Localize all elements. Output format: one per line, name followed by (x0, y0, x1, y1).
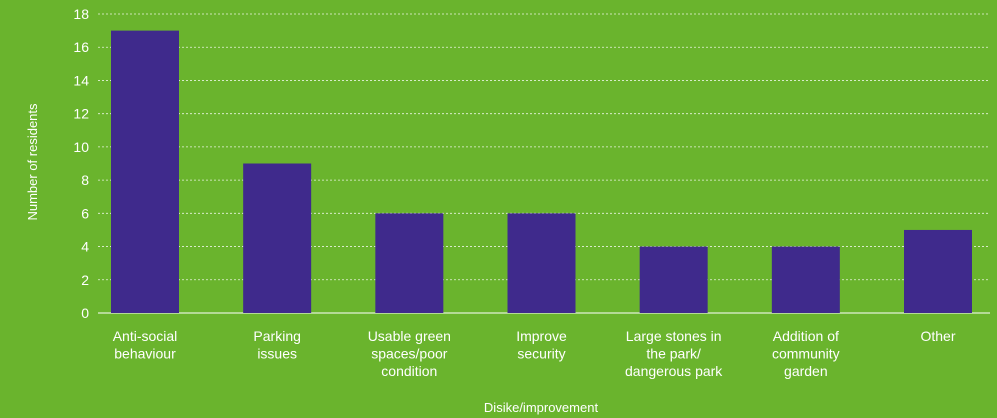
y-tick-label: 12 (73, 106, 89, 122)
x-tick-label: Usable green (368, 328, 451, 344)
x-tick-label: garden (784, 363, 828, 379)
y-tick-label: 4 (81, 239, 89, 255)
x-tick-label: Anti-social (113, 328, 178, 344)
y-tick-label: 2 (81, 272, 89, 288)
bar-0 (111, 30, 179, 313)
bar-6 (904, 229, 972, 313)
y-tick-label: 6 (81, 205, 89, 221)
x-tick-label: security (517, 346, 565, 362)
y-axis-title: Number of residents (25, 103, 40, 221)
x-tick-label: Addition of (773, 328, 839, 344)
x-tick-label: Parking (253, 328, 300, 344)
y-tick-label: 10 (73, 139, 89, 155)
x-tick-label: behaviour (114, 346, 176, 362)
x-tick-labels: Anti-social behaviour Parking issues Usable … (113, 328, 956, 379)
bar-2 (375, 213, 444, 313)
x-tick-label: condition (381, 363, 437, 379)
y-tick-label: 14 (73, 72, 89, 88)
x-tick-label: spaces/poor (371, 346, 448, 362)
x-tick-label: issues (257, 346, 297, 362)
y-tick-label: 16 (73, 39, 89, 55)
y-tick-label: 18 (73, 6, 89, 22)
x-tick-label: community (772, 346, 840, 362)
x-tick-label: dangerous park (625, 363, 723, 379)
y-tick-label: 8 (81, 172, 89, 188)
x-tick-label: Improve (516, 328, 567, 344)
bar-5 (771, 246, 840, 313)
x-tick-label: the park/ (646, 346, 701, 362)
bar-1 (243, 163, 312, 313)
x-tick-label: Large stones in (626, 328, 722, 344)
x-axis-title: Disike/improvement (484, 400, 599, 415)
y-tick-label: 0 (81, 305, 89, 321)
x-tick-label: Other (920, 328, 955, 344)
bar-3 (507, 213, 576, 313)
bar-4 (639, 246, 708, 313)
bars (111, 30, 972, 313)
y-tick-labels: 0 2 4 6 8 10 12 14 16 18 (73, 6, 89, 321)
